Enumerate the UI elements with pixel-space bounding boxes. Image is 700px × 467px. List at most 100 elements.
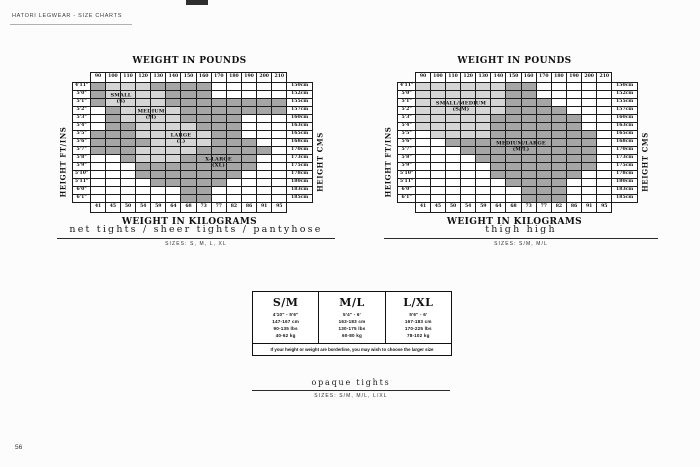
grid-cell: [460, 98, 477, 107]
grid-cell: [475, 186, 492, 195]
grid-cell: [429, 154, 446, 163]
grid-cell: [104, 170, 121, 179]
grid-cell: [256, 146, 273, 155]
grid-cell: [460, 154, 477, 163]
weight-kg-cell: 54: [135, 202, 152, 213]
grid-cell: [460, 146, 477, 155]
weight-lbs-range: 90-135 lbs: [273, 326, 298, 331]
grid-cell: [429, 178, 446, 187]
weight-lbs-header-cell: 120: [460, 72, 477, 83]
grid-cell: [520, 122, 537, 131]
size-label: L/XL: [403, 296, 434, 309]
corner-cell: [287, 73, 313, 83]
grid-cell: [90, 98, 106, 107]
height-cms-axis-label: HEIGHT CMS: [315, 132, 325, 192]
height-ftin-label: 5'1": [71, 98, 92, 107]
weight-kilograms-title: WEIGHT IN KILOGRAMS: [121, 217, 258, 227]
grid-cell: [240, 170, 258, 179]
grid-cell: [460, 114, 477, 123]
height-ftin-label: 5'2": [71, 106, 92, 115]
thigh-high-caption: thigh high: [485, 224, 557, 235]
grid-cell: [104, 154, 121, 163]
grid-cell: [210, 154, 227, 163]
grid-cell: [444, 154, 462, 163]
corner-cell: [287, 203, 313, 213]
grid-cell: [150, 194, 167, 203]
grid-cell: [150, 178, 167, 187]
grid-cell: [475, 170, 492, 179]
grid-cell: [490, 114, 507, 123]
grid-cell: [90, 170, 106, 179]
grid-cell: [180, 130, 197, 139]
grid-cell: [90, 194, 106, 203]
grid-cell: [119, 170, 137, 179]
grid-cell: [210, 178, 227, 187]
grid-cell: [535, 194, 552, 203]
grid-cell: [475, 114, 492, 123]
grid-cell: [135, 90, 152, 99]
weight-kg-cell: 77: [535, 202, 552, 213]
corner-cell: [73, 203, 91, 213]
grid-cell: [444, 186, 462, 195]
weight-lbs-header-cell: 180: [225, 72, 242, 83]
grid-cell: [90, 154, 106, 163]
size-chart-pantyhose: WEIGHT IN POUNDS 90 100 110 120 130 140 150 160…: [59, 52, 325, 268]
grid-cell: [271, 194, 288, 203]
grid-cell: [444, 130, 462, 139]
grid-cell: [210, 138, 227, 147]
grid-cell: [240, 122, 258, 131]
grid-cell: [490, 194, 507, 203]
height-cm-label: 173cm: [611, 154, 638, 163]
grid-cell: [195, 106, 212, 115]
grid-cell: [90, 82, 106, 91]
grid-cell: [550, 138, 567, 147]
grid-cell: [444, 194, 462, 203]
grid-cell: [225, 122, 242, 131]
grid-cell: [415, 90, 431, 99]
grid-cell: [444, 106, 462, 115]
size-label: S/M: [272, 296, 299, 309]
weight-kg-cell: 45: [429, 202, 446, 213]
grid-cell: [520, 138, 537, 147]
grid-cell: [119, 178, 137, 187]
grid-cell: [565, 90, 583, 99]
height-ftin-label: 5'4": [396, 122, 417, 131]
grid-cell: [271, 130, 288, 139]
grid-cell: [195, 122, 212, 131]
grid-cell: [490, 82, 507, 91]
height-ftin-label: 5'6": [396, 138, 417, 147]
grid-cell: [520, 106, 537, 115]
weight-kg-cell: 73: [195, 202, 212, 213]
grid-cell: [444, 170, 462, 179]
grid-cell: [240, 186, 258, 195]
height-cm-label: 175cm: [611, 162, 638, 171]
grid-cell: [490, 170, 507, 179]
size-table-column: M/L 5'4" - 6' 163-183 cm 130-175 lbs 60-80 k…: [318, 292, 384, 343]
grid-cell: [150, 154, 167, 163]
height-cm-label: 165cm: [611, 130, 638, 139]
grid-cell: [581, 138, 598, 147]
grid-cell: [520, 114, 537, 123]
grid-cell: [460, 186, 477, 195]
grid-cell: [104, 194, 121, 203]
grid-cell: [135, 82, 152, 91]
grid-cell: [460, 82, 477, 91]
grid-cell: [520, 98, 537, 107]
grid-cell: [596, 178, 613, 187]
grid-cell: [535, 106, 552, 115]
grid-cell: [135, 98, 152, 107]
thigh-high-sizes-line: SIZES: S/M, M/L: [494, 241, 548, 247]
grid-cell: [550, 154, 567, 163]
grid-cell: [225, 82, 242, 91]
grid-cell: [271, 170, 288, 179]
grid-cell: [415, 194, 431, 203]
grid-cell: [135, 186, 152, 195]
grid-cell: [90, 90, 106, 99]
grid-cell: [210, 194, 227, 203]
weight-kg-cell: 68: [180, 202, 197, 213]
grid-cell: [565, 98, 583, 107]
height-cm-label: 152cm: [286, 90, 313, 99]
grid-cell: [565, 82, 583, 91]
size-table-columns: S/M 4'10" - 5'6" 147-167 cm 90-135 lbs 40-62…: [253, 292, 451, 343]
weight-kg-range: 60-80 kg: [341, 333, 362, 338]
